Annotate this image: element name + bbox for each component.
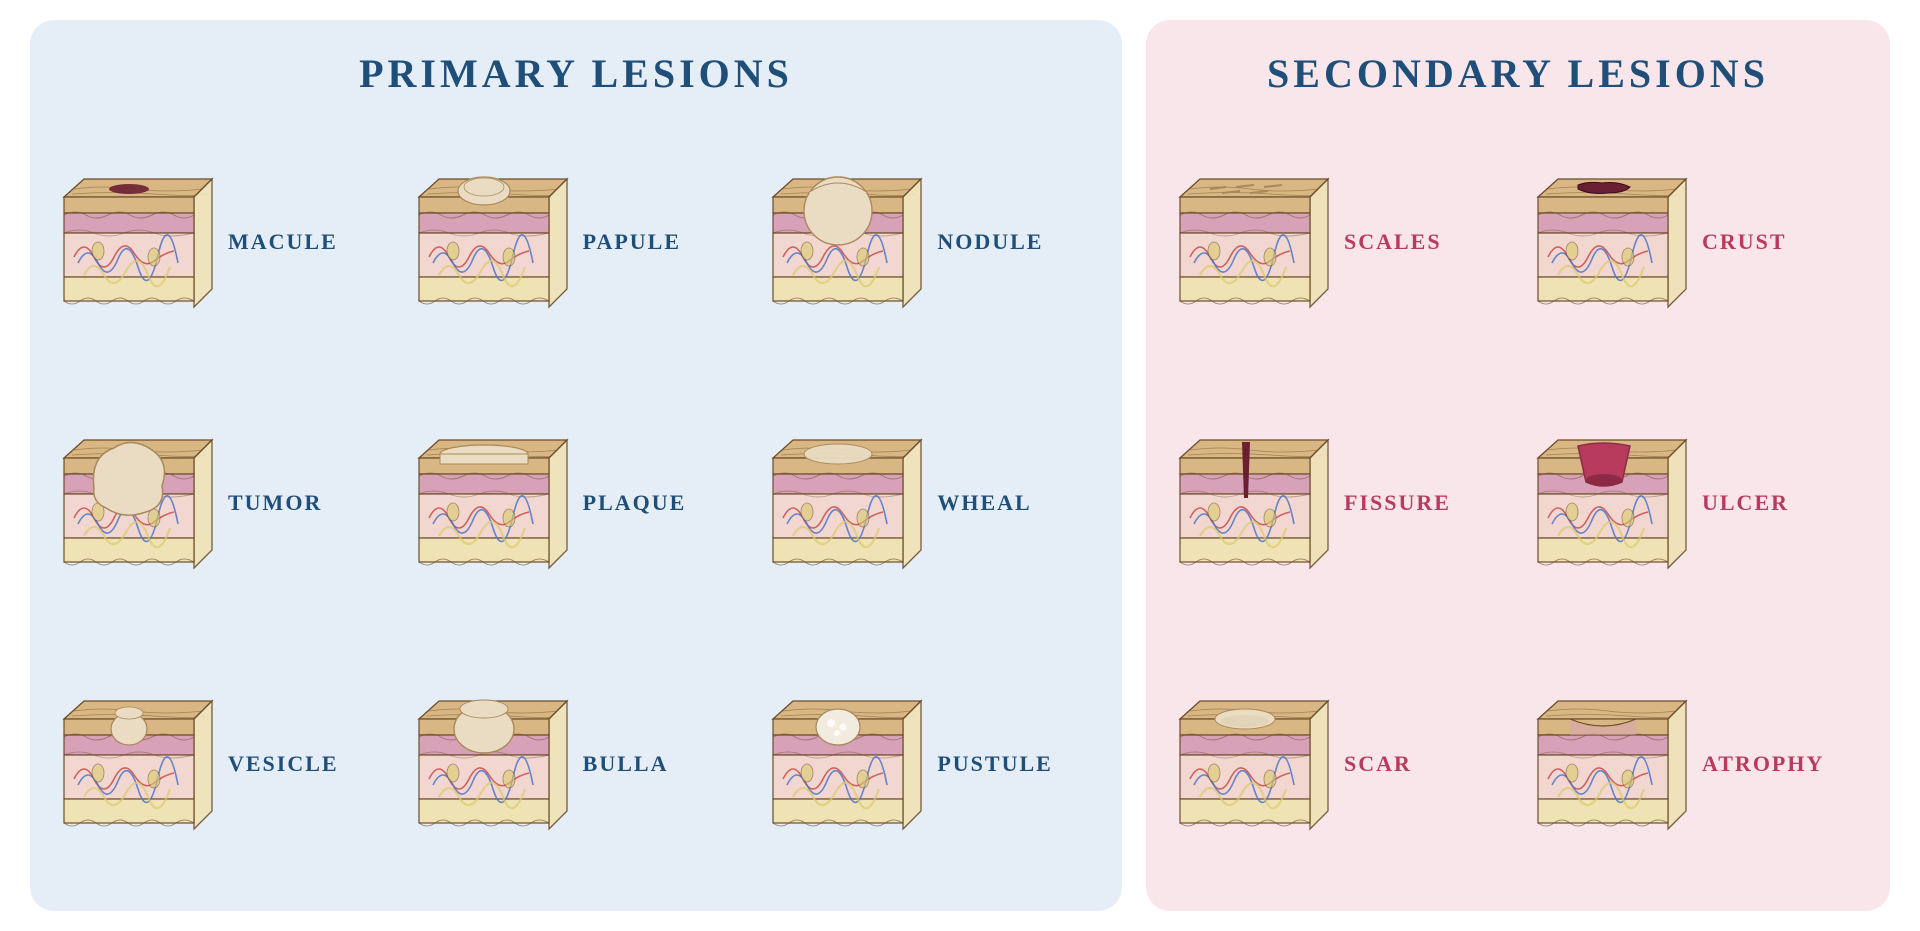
skin-block-papule: [409, 167, 569, 317]
lesion-label-wheal: WHEAL: [937, 490, 1031, 516]
lesion-label-tumor: TUMOR: [228, 490, 322, 516]
lesion-cell-wheal: WHEAL: [763, 428, 1098, 578]
lesion-label-ulcer: ULCER: [1702, 490, 1789, 516]
lesion-label-papule: PAPULE: [583, 229, 681, 255]
lesion-label-scales: SCALES: [1344, 229, 1442, 255]
skin-block-nodule: [763, 167, 923, 317]
lesion-label-pustule: PUSTULE: [937, 751, 1052, 777]
skin-block-pustule: [763, 689, 923, 839]
skin-block-ulcer: [1528, 428, 1688, 578]
skin-block-macule: [54, 167, 214, 317]
lesion-cell-crust: CRUST: [1528, 167, 1866, 317]
skin-block-tumor: [54, 428, 214, 578]
lesion-cell-plaque: PLAQUE: [409, 428, 744, 578]
lesion-cell-atrophy: ATROPHY: [1528, 689, 1866, 839]
skin-block-scales: [1170, 167, 1330, 317]
lesion-label-plaque: PLAQUE: [583, 490, 687, 516]
skin-block-scar: [1170, 689, 1330, 839]
primary-panel: PRIMARY LESIONS MACULE PAPULE NODULE TUM…: [30, 20, 1122, 911]
skin-block-crust: [1528, 167, 1688, 317]
lesion-label-bulla: BULLA: [583, 751, 669, 777]
lesion-cell-fissure: FISSURE: [1170, 428, 1508, 578]
lesion-cell-vesicle: VESICLE: [54, 689, 389, 839]
lesion-cell-macule: MACULE: [54, 167, 389, 317]
lesion-cell-pustule: PUSTULE: [763, 689, 1098, 839]
lesion-cell-bulla: BULLA: [409, 689, 744, 839]
lesion-cell-scar: SCAR: [1170, 689, 1508, 839]
skin-block-wheal: [763, 428, 923, 578]
primary-grid: MACULE PAPULE NODULE TUMOR PLAQUE WHEAL …: [54, 125, 1098, 881]
lesion-cell-tumor: TUMOR: [54, 428, 389, 578]
lesion-cell-ulcer: ULCER: [1528, 428, 1866, 578]
skin-block-vesicle: [54, 689, 214, 839]
lesion-label-crust: CRUST: [1702, 229, 1787, 255]
lesion-label-nodule: NODULE: [937, 229, 1043, 255]
lesion-label-fissure: FISSURE: [1344, 490, 1451, 516]
skin-block-bulla: [409, 689, 569, 839]
secondary-title: SECONDARY LESIONS: [1170, 50, 1866, 97]
lesion-label-scar: SCAR: [1344, 751, 1412, 777]
lesion-label-vesicle: VESICLE: [228, 751, 339, 777]
lesion-label-atrophy: ATROPHY: [1702, 751, 1824, 777]
lesion-cell-papule: PAPULE: [409, 167, 744, 317]
primary-title: PRIMARY LESIONS: [54, 50, 1098, 97]
lesion-label-macule: MACULE: [228, 229, 338, 255]
lesion-cell-nodule: NODULE: [763, 167, 1098, 317]
lesion-cell-scales: SCALES: [1170, 167, 1508, 317]
secondary-grid: SCALES CRUST FISSURE ULCER SCAR ATROPHY: [1170, 125, 1866, 881]
skin-block-atrophy: [1528, 689, 1688, 839]
secondary-panel: SECONDARY LESIONS SCALES CRUST FISSURE U…: [1146, 20, 1890, 911]
skin-block-fissure: [1170, 428, 1330, 578]
skin-block-plaque: [409, 428, 569, 578]
infographic-container: PRIMARY LESIONS MACULE PAPULE NODULE TUM…: [0, 0, 1920, 931]
